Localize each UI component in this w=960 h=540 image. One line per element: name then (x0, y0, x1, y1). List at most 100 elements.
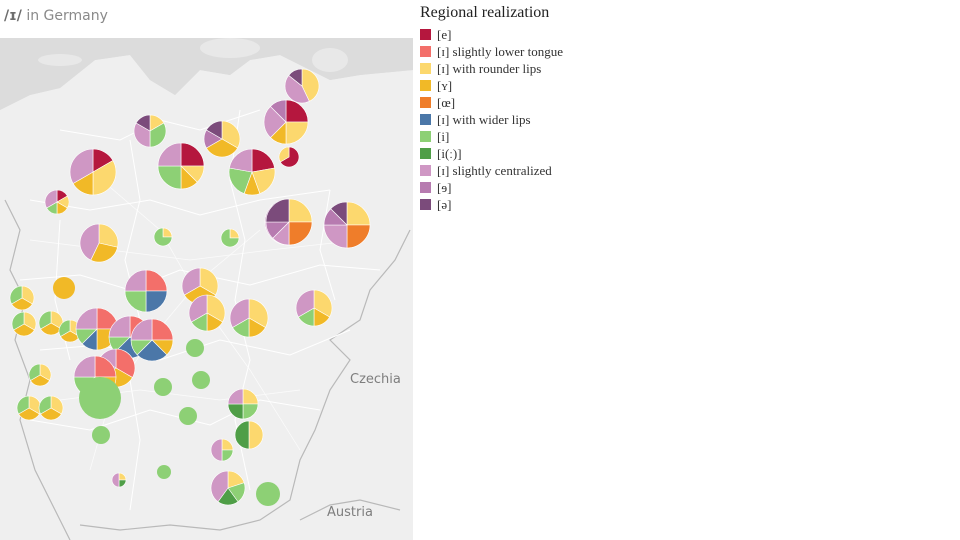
pie-slice[interactable] (124, 269, 147, 292)
pie-slice[interactable] (248, 298, 269, 328)
pie-slice[interactable] (124, 290, 147, 313)
pie-slice[interactable] (248, 420, 264, 450)
pie-chart[interactable] (92, 426, 110, 444)
legend-item[interactable]: [e] (420, 26, 680, 43)
pie-slice[interactable] (181, 267, 201, 296)
pie-slice[interactable] (53, 277, 75, 299)
pie-slice[interactable] (136, 339, 168, 362)
pie-chart[interactable] (75, 307, 119, 351)
pie-slice[interactable] (330, 201, 348, 226)
pie-slice[interactable] (285, 121, 309, 145)
pie-slice[interactable] (94, 355, 117, 378)
pie-slice[interactable] (279, 146, 300, 168)
pie-slice[interactable] (188, 294, 208, 323)
pie-slice[interactable] (270, 99, 287, 123)
pie-chart[interactable] (44, 189, 70, 215)
legend-item[interactable]: [ɘ] (420, 179, 680, 196)
pie-slice[interactable] (229, 298, 250, 328)
pie-slice[interactable] (180, 142, 205, 167)
legend-item[interactable]: [œ] (420, 94, 680, 111)
pie-slice[interactable] (38, 395, 52, 415)
pie-slice[interactable] (265, 198, 290, 223)
pie-chart[interactable] (265, 198, 313, 246)
pie-chart[interactable] (157, 465, 171, 479)
pie-slice[interactable] (210, 438, 223, 462)
pie-slice[interactable] (228, 167, 253, 194)
pie-chart[interactable] (192, 371, 210, 389)
pie-chart[interactable] (263, 99, 309, 145)
pie-slice[interactable] (11, 311, 25, 331)
pie-slice[interactable] (229, 148, 253, 173)
pie-slice[interactable] (40, 407, 62, 421)
map-canvas[interactable] (0, 38, 413, 540)
pie-slice[interactable] (9, 285, 23, 305)
pie-slice[interactable] (135, 114, 151, 132)
pie-slice[interactable] (79, 223, 100, 261)
pie-chart[interactable] (79, 377, 121, 419)
pie-slice[interactable] (288, 198, 313, 223)
pie-layer[interactable] (9, 68, 371, 506)
pie-slice[interactable] (44, 189, 58, 209)
pie-slice[interactable] (79, 377, 121, 419)
pie-slice[interactable] (295, 289, 315, 318)
pie-slice[interactable] (11, 297, 33, 311)
pie-slice[interactable] (13, 323, 35, 337)
pie-chart[interactable] (229, 298, 269, 338)
pie-chart[interactable] (220, 228, 240, 248)
pie-chart[interactable] (111, 472, 127, 488)
pie-chart[interactable] (53, 277, 75, 299)
pie-slice[interactable] (73, 355, 96, 378)
pie-chart[interactable] (179, 407, 197, 425)
pie-slice[interactable] (115, 348, 136, 378)
pie-chart[interactable] (11, 311, 37, 337)
pie-slice[interactable] (278, 146, 290, 163)
pie-slice[interactable] (108, 315, 131, 338)
legend-item[interactable]: [ʏ] (420, 77, 680, 94)
pie-chart[interactable] (228, 148, 276, 196)
pie-slice[interactable] (186, 339, 204, 357)
pie-slice[interactable] (346, 224, 371, 249)
pie-slice[interactable] (130, 318, 153, 341)
pie-chart[interactable] (203, 120, 241, 158)
legend-item[interactable]: [i] (420, 128, 680, 145)
pie-chart[interactable] (9, 285, 35, 311)
map-panel[interactable]: /ɪ/ in Germany Czechia Austria (0, 0, 413, 540)
pie-chart[interactable] (227, 388, 259, 420)
legend-item[interactable]: [i(ː)] (420, 145, 680, 162)
pie-slice[interactable] (92, 160, 117, 196)
pie-slice[interactable] (58, 319, 71, 337)
pie-slice[interactable] (154, 378, 172, 396)
pie-slice[interactable] (149, 122, 167, 148)
pie-slice[interactable] (98, 223, 119, 248)
pie-slice[interactable] (179, 407, 197, 425)
pie-slice[interactable] (227, 388, 244, 405)
pie-chart[interactable] (157, 142, 205, 190)
pie-chart[interactable] (79, 223, 119, 263)
pie-chart[interactable] (210, 438, 234, 462)
pie-slice[interactable] (288, 221, 313, 246)
pie-slice[interactable] (301, 68, 320, 102)
pie-chart[interactable] (154, 378, 172, 396)
pie-slice[interactable] (256, 482, 280, 506)
legend-item[interactable]: [ə] (420, 196, 680, 213)
pie-chart[interactable] (295, 289, 333, 327)
pie-slice[interactable] (153, 227, 173, 247)
pie-slice[interactable] (92, 426, 110, 444)
pie-chart[interactable] (28, 363, 52, 387)
pie-slice[interactable] (157, 165, 182, 190)
pie-slice[interactable] (157, 465, 171, 479)
pie-chart[interactable] (186, 339, 204, 357)
pie-chart[interactable] (38, 395, 64, 421)
pie-slice[interactable] (210, 470, 229, 503)
pie-chart[interactable] (323, 201, 371, 249)
pie-slice[interactable] (288, 68, 303, 87)
legend-item[interactable]: [ɪ] slightly centralized (420, 162, 680, 179)
pie-slice[interactable] (285, 99, 309, 123)
pie-chart[interactable] (124, 269, 168, 313)
pie-slice[interactable] (145, 269, 168, 292)
pie-chart[interactable] (210, 470, 246, 506)
pie-slice[interactable] (145, 290, 168, 313)
pie-chart[interactable] (130, 318, 174, 362)
pie-slice[interactable] (69, 148, 94, 184)
pie-chart[interactable] (278, 146, 300, 168)
